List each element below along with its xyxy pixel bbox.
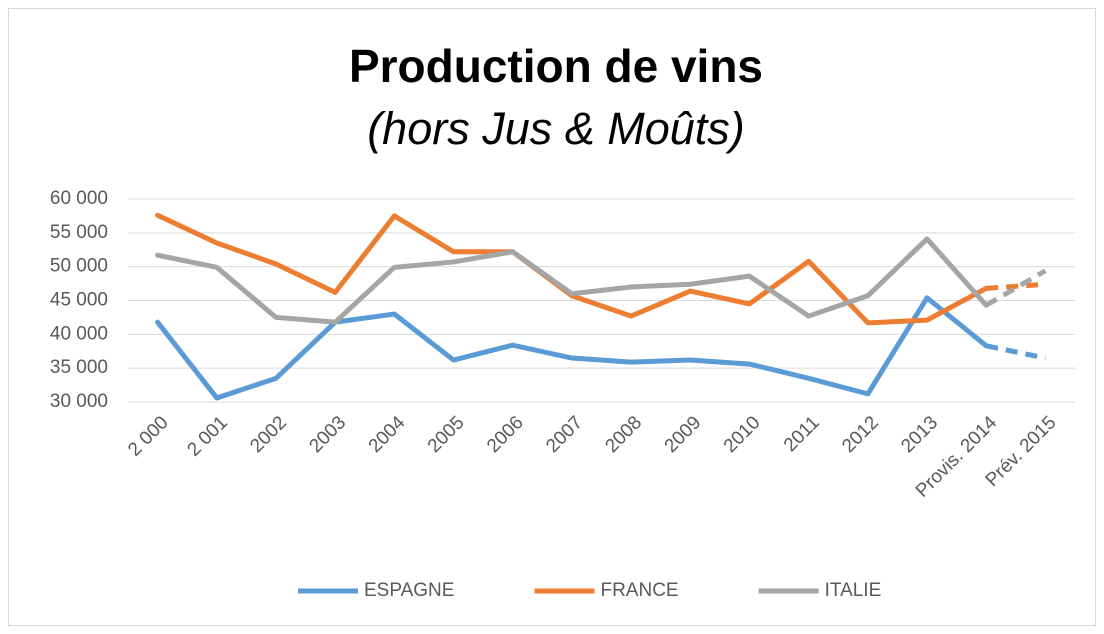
series-line-dashed [986,281,1046,291]
legend-label: ESPAGNE [364,580,454,601]
y-tick-label: 35 000 [50,357,108,378]
series-line-dashed [985,343,1046,361]
series-line [155,295,989,401]
y-tick-label: 30 000 [50,391,108,412]
series-line [155,236,989,325]
legend-label: ITALIE [825,580,882,601]
chart-title: Production de vins [349,40,763,92]
y-tick-label: 60 000 [50,188,108,209]
series-line-dashed [984,268,1047,308]
chart-subtitle: (hors Jus & Moûts) [367,103,745,154]
y-tick-label: 45 000 [50,290,108,311]
legend-label: FRANCE [600,580,678,601]
y-tick-label: 55 000 [50,222,108,243]
y-tick-label: 50 000 [50,256,108,277]
y-tick-label: 40 000 [50,323,108,344]
